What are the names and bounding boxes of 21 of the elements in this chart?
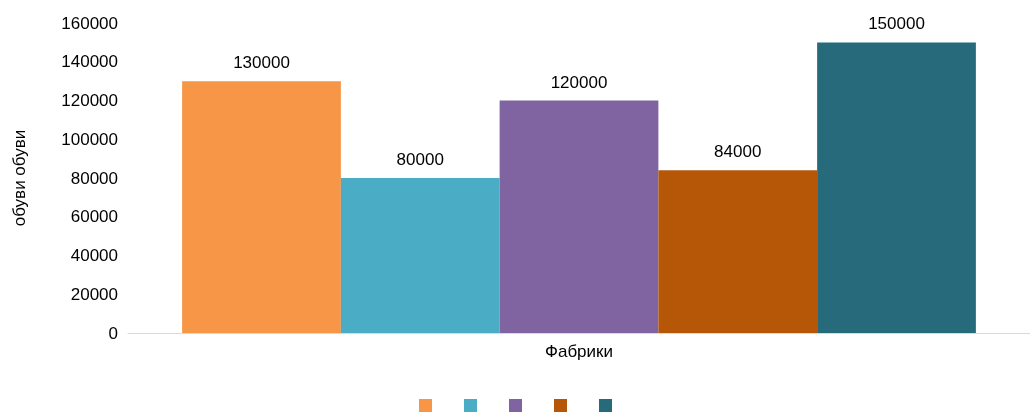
y-tick-label: 160000 — [61, 13, 118, 33]
y-axis-title: обуви обуви — [10, 129, 29, 227]
x-tick-label: Фабрики — [545, 342, 613, 361]
data-label: 150000 — [868, 14, 925, 34]
bar — [658, 170, 818, 333]
y-tick-label: 140000 — [61, 52, 118, 72]
y-tick-label: 40000 — [70, 246, 118, 265]
bar — [499, 100, 659, 333]
data-label: 80000 — [396, 150, 444, 169]
bar — [340, 178, 500, 333]
y-tick-label: 60000 — [70, 207, 118, 227]
data-label: 130000 — [233, 53, 290, 73]
y-tick-label: 80000 — [70, 168, 118, 188]
y-tick-label: 20000 — [70, 284, 118, 304]
y-tick-label: 100000 — [61, 129, 118, 149]
y-tick-label: 120000 — [61, 91, 118, 110]
bar — [817, 42, 976, 333]
data-label: 84000 — [714, 142, 762, 162]
bar — [182, 81, 341, 333]
y-tick-label: 0 — [108, 323, 118, 343]
data-label: 120000 — [550, 72, 608, 92]
